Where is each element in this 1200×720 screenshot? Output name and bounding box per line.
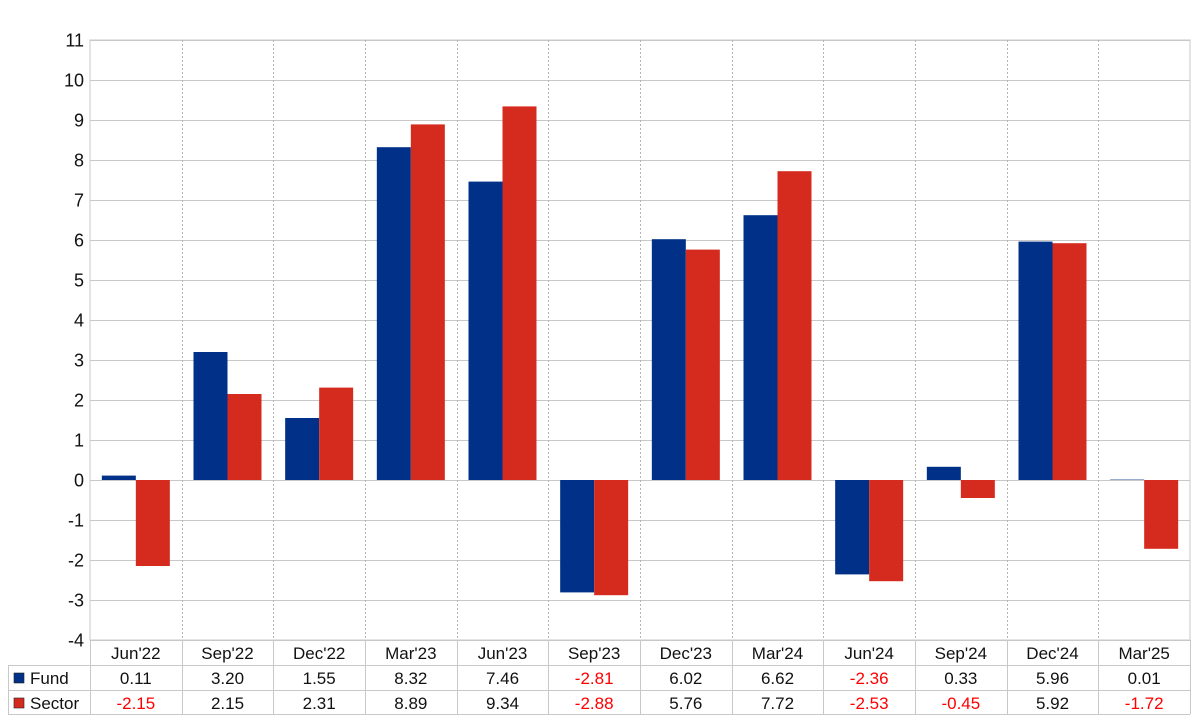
y-tick-label: 3 <box>74 351 84 371</box>
data-label-fund: 0.33 <box>944 669 977 688</box>
data-label-sector: 5.76 <box>669 694 702 713</box>
y-axis: -4 -3 -2 -1 0 1 2 3 4 5 6 7 8 9 10 11 <box>64 31 84 651</box>
data-label-fund: 6.62 <box>761 669 794 688</box>
category-label: Mar'23 <box>385 644 436 663</box>
bars <box>101 106 1179 596</box>
bar-sector-0 <box>135 480 170 566</box>
data-label-sector: -0.45 <box>941 694 980 713</box>
category-label: Mar'24 <box>752 644 803 663</box>
y-tick-label: 6 <box>74 231 84 251</box>
data-label-sector: 9.34 <box>486 694 519 713</box>
bar-fund-2 <box>285 418 320 480</box>
data-table: Jun'22 Sep'22 Dec'22 Mar'23 Jun'23 Sep'23 Dec'… <box>8 640 1191 715</box>
bar-sector-9 <box>960 480 995 498</box>
y-tick-label: 4 <box>74 311 84 331</box>
bar-fund-8 <box>835 480 870 575</box>
bar-fund-1 <box>193 352 228 480</box>
bar-fund-6 <box>651 239 686 480</box>
legend-label-sector: Sector <box>30 694 79 713</box>
data-label-sector: -2.88 <box>575 694 614 713</box>
data-label-sector: -2.15 <box>116 694 155 713</box>
bar-sector-1 <box>227 394 262 480</box>
bar-fund-5 <box>560 480 595 593</box>
data-label-sector: 2.15 <box>211 694 244 713</box>
y-tick-label: 11 <box>65 31 84 51</box>
bar-fund-4 <box>468 181 503 480</box>
category-label: Mar'25 <box>1118 644 1169 663</box>
bar-sector-7 <box>777 171 812 480</box>
data-label-sector: 7.72 <box>761 694 794 713</box>
data-label-fund: 1.55 <box>303 669 336 688</box>
data-label-fund: 3.20 <box>211 669 244 688</box>
y-tick-label: 7 <box>74 191 84 211</box>
category-label: Sep'24 <box>935 644 987 663</box>
bar-sector-4 <box>502 106 537 481</box>
bar-fund-10 <box>1018 241 1053 480</box>
category-label: Dec'23 <box>660 644 712 663</box>
bar-sector-11 <box>1144 480 1179 549</box>
y-tick-label: -1 <box>68 511 84 531</box>
category-label: Dec'22 <box>293 644 345 663</box>
data-label-sector: -2.53 <box>850 694 889 713</box>
y-tick-label: -4 <box>68 631 84 651</box>
data-label-fund: -2.36 <box>850 669 889 688</box>
bar-sector-3 <box>410 124 445 481</box>
data-label-sector: 2.31 <box>303 694 336 713</box>
legend-swatch-fund <box>13 672 25 684</box>
bar-fund-9 <box>926 466 961 480</box>
y-tick-label: 10 <box>64 71 84 91</box>
y-tick-label: 2 <box>74 391 84 411</box>
y-tick-label: -2 <box>68 551 84 571</box>
y-tick-label: 9 <box>74 111 84 131</box>
data-label-fund: 7.46 <box>486 669 519 688</box>
bar-fund-3 <box>376 147 411 480</box>
category-label: Sep'22 <box>201 644 253 663</box>
y-tick-label: 5 <box>74 271 84 291</box>
legend-swatch-sector <box>13 697 25 709</box>
data-label-sector: 8.89 <box>394 694 427 713</box>
legend-label-fund: Fund <box>30 669 69 688</box>
category-label: Dec'24 <box>1026 644 1078 663</box>
data-label-sector: 5.92 <box>1036 694 1069 713</box>
bar-sector-6 <box>685 249 720 480</box>
y-tick-label: 0 <box>74 471 84 491</box>
bar-sector-5 <box>594 480 629 596</box>
data-label-fund: 0.01 <box>1128 669 1161 688</box>
data-label-fund: -2.81 <box>575 669 614 688</box>
category-label: Jun'24 <box>844 644 894 663</box>
y-tick-label: -3 <box>68 591 84 611</box>
y-tick-label: 1 <box>74 431 84 451</box>
bar-fund-7 <box>743 215 778 480</box>
bar-fund-0 <box>101 475 136 480</box>
category-label: Sep'23 <box>568 644 620 663</box>
category-label: Jun'22 <box>111 644 161 663</box>
data-label-fund: 0.11 <box>120 669 152 688</box>
bar-sector-10 <box>1052 243 1087 480</box>
data-label-fund: 5.96 <box>1036 669 1069 688</box>
y-tick-label: 8 <box>74 151 84 171</box>
gridlines <box>89 39 1191 641</box>
data-label-sector: -1.72 <box>1125 694 1164 713</box>
data-label-fund: 8.32 <box>394 669 427 688</box>
data-label-fund: 6.02 <box>669 669 702 688</box>
bar-sector-2 <box>319 387 354 480</box>
category-label: Jun'23 <box>478 644 528 663</box>
bar-sector-8 <box>869 480 904 582</box>
